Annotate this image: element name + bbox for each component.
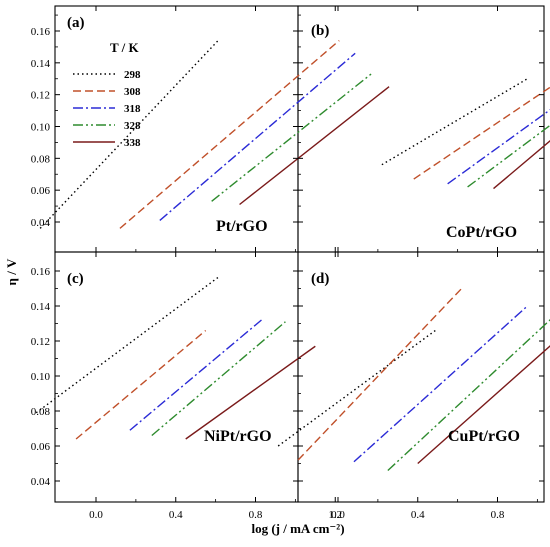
- legend-entry-328: 328: [124, 120, 141, 132]
- y-tick-label-2-3: 0.10: [31, 371, 51, 383]
- x-tick-label-3-1: 0.4: [411, 509, 425, 521]
- series-line-d-308: [297, 288, 463, 461]
- y-tick-label-2-1: 0.06: [31, 441, 51, 453]
- y-tick-label-2-2: 0.08: [31, 406, 51, 418]
- series-line-a-298: [39, 38, 221, 229]
- panel-label-d: (d): [311, 271, 329, 287]
- series-line-b-308: [413, 86, 550, 180]
- panel-frame-0: [54, 5, 299, 253]
- legend-entry-298: 298: [124, 69, 141, 81]
- x-axis-label: log (j / mA cm⁻²): [251, 521, 344, 536]
- x-tick-label-2-3: 1.2: [328, 509, 342, 521]
- series-line-c-328: [151, 321, 286, 437]
- series-line-c-298: [35, 275, 221, 414]
- material-label-d: CuPt/rGO: [448, 428, 520, 445]
- x-tick-label-2-2: 0.8: [249, 509, 263, 521]
- legend-entry-318: 318: [124, 103, 141, 115]
- panel-frame-3: [297, 251, 545, 503]
- y-tick-label-2-0: 0.04: [31, 476, 51, 488]
- legend-entry-338: 338: [124, 137, 141, 149]
- series-line-d-318: [353, 305, 528, 463]
- y-axis-label: η / V: [4, 258, 19, 285]
- material-label-a: Pt/rGO: [216, 218, 268, 235]
- y-tick-label-0-1: 0.06: [31, 185, 51, 197]
- series-line-a-308: [119, 40, 340, 229]
- y-tick-label-0-4: 0.12: [31, 90, 50, 102]
- axis-ticks: 0.00.40.81.20.00.40.81.20.040.060.080.10…: [31, 6, 544, 521]
- series-line-b-338: [493, 140, 550, 190]
- y-tick-label-0-0: 0.04: [31, 217, 51, 229]
- series-line-a-338: [239, 86, 390, 206]
- chart-text: η / V log (j / mA cm⁻²) (a) (b) (c) (d) …: [4, 15, 520, 536]
- y-tick-label-0-6: 0.16: [31, 26, 51, 38]
- y-tick-label-0-3: 0.10: [31, 122, 51, 134]
- y-tick-label-0-2: 0.08: [31, 153, 51, 165]
- series-line-d-328: [387, 319, 550, 472]
- panel-label-b: (b): [311, 23, 329, 39]
- panel-label-c: (c): [67, 271, 84, 287]
- series-line-a-328: [211, 73, 372, 202]
- panel-label-a: (a): [67, 15, 85, 31]
- legend-swatches: [73, 73, 115, 143]
- material-label-b: CoPt/rGO: [446, 224, 517, 241]
- series-line-c-318: [129, 319, 262, 431]
- series-line-c-308: [75, 329, 207, 440]
- series-line-d-298: [277, 328, 439, 447]
- series-lines: [35, 38, 550, 472]
- legend-entry-308: 308: [124, 86, 141, 98]
- y-tick-label-2-5: 0.14: [31, 301, 51, 313]
- material-label-c: NiPt/rGO: [204, 428, 272, 445]
- y-tick-label-2-6: 0.16: [31, 266, 51, 278]
- series-line-a-318: [159, 52, 356, 221]
- series-line-c-338: [185, 345, 316, 440]
- x-tick-label-3-2: 0.8: [491, 509, 505, 521]
- y-tick-label-0-5: 0.14: [31, 58, 51, 70]
- panel-frame-2: [54, 251, 299, 503]
- y-tick-label-2-4: 0.12: [31, 336, 50, 348]
- x-tick-label-2-1: 0.4: [169, 509, 183, 521]
- x-tick-label-2-0: 0.0: [89, 509, 103, 521]
- panel-frames: [54, 5, 545, 503]
- series-line-b-298: [381, 78, 528, 166]
- series-line-b-328: [467, 124, 550, 188]
- series-line-d-338: [417, 345, 550, 465]
- legend-title: T / K: [110, 40, 140, 55]
- x-tick-label-3-0: 0.0: [331, 509, 345, 521]
- series-line-b-318: [447, 109, 550, 185]
